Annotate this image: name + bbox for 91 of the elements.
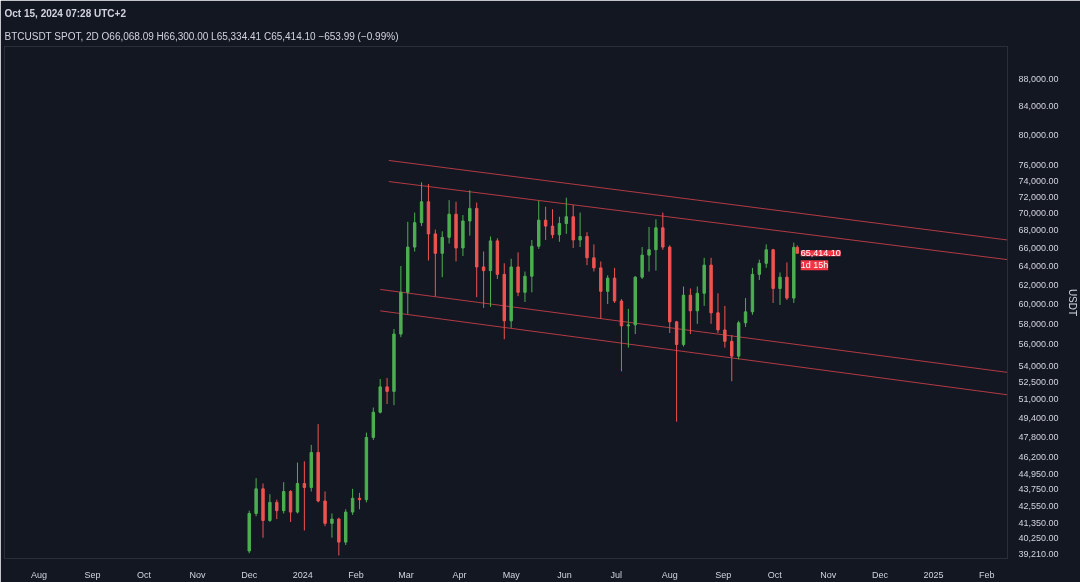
y-tick-label: 72,000.00 (1018, 191, 1059, 202)
y-tick-label: 46,200.00 (1018, 452, 1059, 463)
candlestick (599, 260, 603, 320)
candlestick (743, 297, 748, 328)
candlestick (468, 189, 472, 237)
candlestick (523, 271, 527, 303)
candlestick (302, 460, 307, 531)
candlestick (440, 230, 444, 278)
x-tick-label: Nov (820, 569, 837, 580)
candlestick (350, 488, 355, 516)
candlestick (640, 246, 644, 280)
y-tick-label: 88,000.00 (1018, 73, 1059, 84)
candlestick (778, 271, 782, 306)
annotation: 1d 15h (800, 260, 829, 271)
y-tick-label: 52,500.00 (1018, 377, 1059, 388)
x-tick-label: Jul (610, 569, 623, 580)
x-tick-label: Aug (661, 569, 678, 580)
candlestick (550, 208, 555, 239)
candlestick (330, 512, 334, 539)
candlestick (578, 212, 582, 248)
y-tick-label: 74,000.00 (1018, 175, 1059, 186)
candlestick (730, 334, 734, 382)
x-tick-label: Mar (398, 569, 414, 580)
y-tick-label: 76,000.00 (1018, 160, 1059, 171)
candlestick (605, 274, 610, 305)
candlestick (571, 204, 575, 249)
y-tick-label: 70,000.00 (1018, 208, 1059, 219)
y-tick-label: 62,000.00 (1018, 279, 1059, 290)
y-tick-label: 43,750.00 (1018, 484, 1059, 495)
text: Oct 15, 2024 07:28 UTC+2 (4, 7, 127, 19)
y-tick-label: 40,250.00 (1018, 533, 1059, 544)
x-tick-label: Sep (715, 569, 732, 580)
candlestick (288, 489, 293, 523)
candlestick (447, 199, 451, 245)
candlestick (268, 493, 272, 523)
y-axis-title: USDT (1066, 288, 1078, 317)
y-tick-label: 47,800.00 (1018, 432, 1059, 443)
chart-title: BTCUSDT SPOT, 2D O66,068.09 H66,300.00 L65,334.41 C65,414.10 −653.99 (−0.99%) (4, 30, 399, 42)
x-tick-label: Nov (189, 569, 207, 580)
candlestick (612, 267, 617, 304)
candlestick (626, 308, 631, 349)
x-tick-label: Oct (137, 569, 152, 580)
candlestick (654, 218, 658, 272)
y-tick-label: 41,350.00 (1018, 517, 1059, 528)
x-tick-label: Jun (557, 569, 572, 580)
y-tick-label: 49,400.00 (1018, 413, 1059, 424)
y-tick-label: 80,000.00 (1018, 129, 1059, 140)
x-tick-label: 2025 (923, 569, 944, 580)
candlestick (585, 231, 589, 266)
candlestick (564, 197, 569, 235)
candlestick (323, 491, 327, 527)
x-tick-label: Dec (241, 569, 258, 580)
y-tick-label: 56,000.00 (1018, 339, 1059, 350)
y-tick-label: 66,000.00 (1018, 242, 1059, 253)
x-tick-label: Feb (979, 569, 995, 580)
x-tick-label: Aug (30, 569, 47, 580)
x-tick-label: 2024 (292, 569, 313, 580)
x-tick-label: Dec (871, 569, 889, 580)
candlestick (433, 229, 438, 297)
candlestick (695, 286, 699, 325)
x-tick-label: Apr (452, 569, 467, 580)
y-tick-label: 68,000.00 (1018, 225, 1059, 236)
y-tick-label: 44,950.00 (1018, 468, 1059, 479)
candlestick (674, 320, 679, 423)
x-tick-label: Oct (767, 569, 783, 580)
y-tick-label: 58,000.00 (1018, 318, 1059, 329)
candlestick (281, 481, 286, 514)
x-tick-label: Sep (84, 569, 101, 580)
candlestick (385, 377, 389, 405)
candlestick (723, 305, 727, 349)
candlestick (661, 212, 665, 251)
candlestick (275, 499, 279, 520)
x-tick-label: May (502, 569, 521, 580)
annotation: 65,414.10 (800, 248, 841, 259)
candlestick (757, 259, 762, 281)
y-tick-label: 39,210.00 (1018, 548, 1059, 559)
y-tick-label: 42,550.00 (1018, 500, 1059, 511)
candlestick (592, 243, 596, 273)
y-tick-label: 60,000.00 (1018, 298, 1059, 309)
x-tick-label: Feb (348, 569, 364, 580)
y-tick-label: 51,000.00 (1018, 394, 1059, 405)
candlestick (785, 261, 789, 301)
candlestick (337, 517, 341, 556)
y-tick-label: 84,000.00 (1018, 101, 1059, 112)
y-tick-label: 64,000.00 (1018, 261, 1059, 272)
candlestick (481, 251, 486, 309)
candlestick (716, 292, 720, 334)
candlestick (543, 206, 548, 241)
y-tick-label: 54,000.00 (1018, 360, 1059, 371)
candlestick (764, 243, 768, 269)
candlestick (647, 226, 651, 273)
